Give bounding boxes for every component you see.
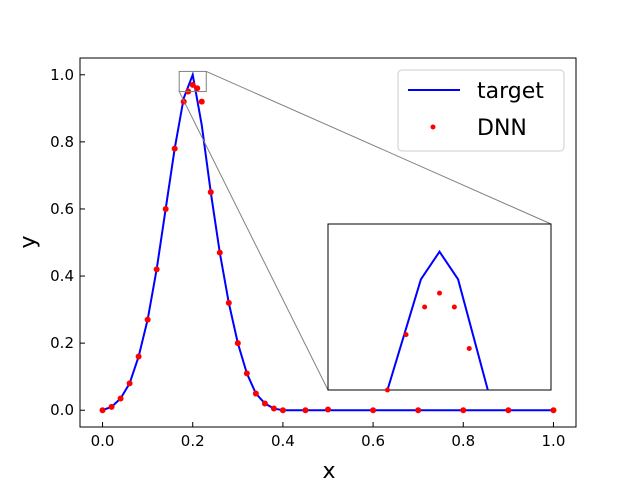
dnn-point xyxy=(370,407,377,414)
x-tick-label: 0.8 xyxy=(451,432,475,450)
zoom-connector-bottom xyxy=(178,91,329,391)
dnn-point xyxy=(194,85,201,92)
inset-dnn-point xyxy=(384,387,390,393)
y-axis-label: y xyxy=(16,235,41,248)
y-tick-label: 0.8 xyxy=(50,133,74,151)
dnn-point xyxy=(302,407,309,414)
zoom-connector-top xyxy=(206,70,552,225)
dnn-point xyxy=(415,407,422,414)
dnn-point xyxy=(243,370,250,377)
y-tick-label: 1.0 xyxy=(50,66,74,84)
inset-dnn-point xyxy=(451,304,457,310)
dnn-point xyxy=(153,266,160,273)
x-tick-label: 0.2 xyxy=(181,432,205,450)
dnn-point xyxy=(216,249,223,256)
dnn-point xyxy=(198,98,205,105)
inset-target-line xyxy=(386,249,489,391)
y-tick-label: 0.6 xyxy=(50,200,74,218)
dnn-point xyxy=(144,316,151,323)
zoom-box xyxy=(178,70,207,93)
legend: target DNN xyxy=(397,69,565,152)
x-tick-label: 0.4 xyxy=(271,432,295,450)
inset-frame xyxy=(327,223,552,391)
dnn-point xyxy=(207,189,214,196)
dnn-point xyxy=(225,299,232,306)
dnn-point xyxy=(460,407,467,414)
main-plot-area: 0.0 0.2 0.4 0.6 0.8 1.0 0.0 0.2 0.4 0.6 0.8 1.0 xyxy=(50,57,577,450)
x-axis-label: x xyxy=(322,459,335,480)
dnn-point xyxy=(234,340,241,347)
dnn-point xyxy=(270,405,277,412)
dnn-point xyxy=(108,403,115,410)
dnn-point xyxy=(550,407,557,414)
dnn-point xyxy=(279,407,286,414)
inset-plot-area xyxy=(178,70,552,393)
legend-target-label: target xyxy=(477,79,544,104)
inset-dnn-point xyxy=(422,304,428,310)
inset-dnn-point xyxy=(437,290,442,296)
dnn-point xyxy=(261,400,268,407)
dnn-point xyxy=(99,407,106,414)
inset-dnn-point xyxy=(403,332,409,338)
x-tick-label: 0.6 xyxy=(361,432,385,450)
y-tick-label: 0.0 xyxy=(50,401,74,419)
dnn-point xyxy=(117,395,124,402)
x-tick-label: 0.0 xyxy=(91,432,115,450)
axes-frame xyxy=(79,57,577,428)
dnn-point xyxy=(252,390,259,397)
dnn-point xyxy=(162,205,169,212)
legend-dnn-label: DNN xyxy=(477,116,527,141)
dnn-point xyxy=(135,353,142,360)
legend-dnn-swatch xyxy=(430,124,436,130)
y-tick-label: 0.2 xyxy=(50,334,74,352)
dnn-point xyxy=(189,81,196,88)
dnn-point xyxy=(325,406,331,413)
dnn-point xyxy=(505,407,512,414)
dnn-point xyxy=(126,380,133,387)
dnn-point xyxy=(171,145,178,152)
y-tick-label: 0.4 xyxy=(50,267,74,285)
x-tick-label: 1.0 xyxy=(542,432,566,450)
inset-dnn-point xyxy=(466,346,472,351)
